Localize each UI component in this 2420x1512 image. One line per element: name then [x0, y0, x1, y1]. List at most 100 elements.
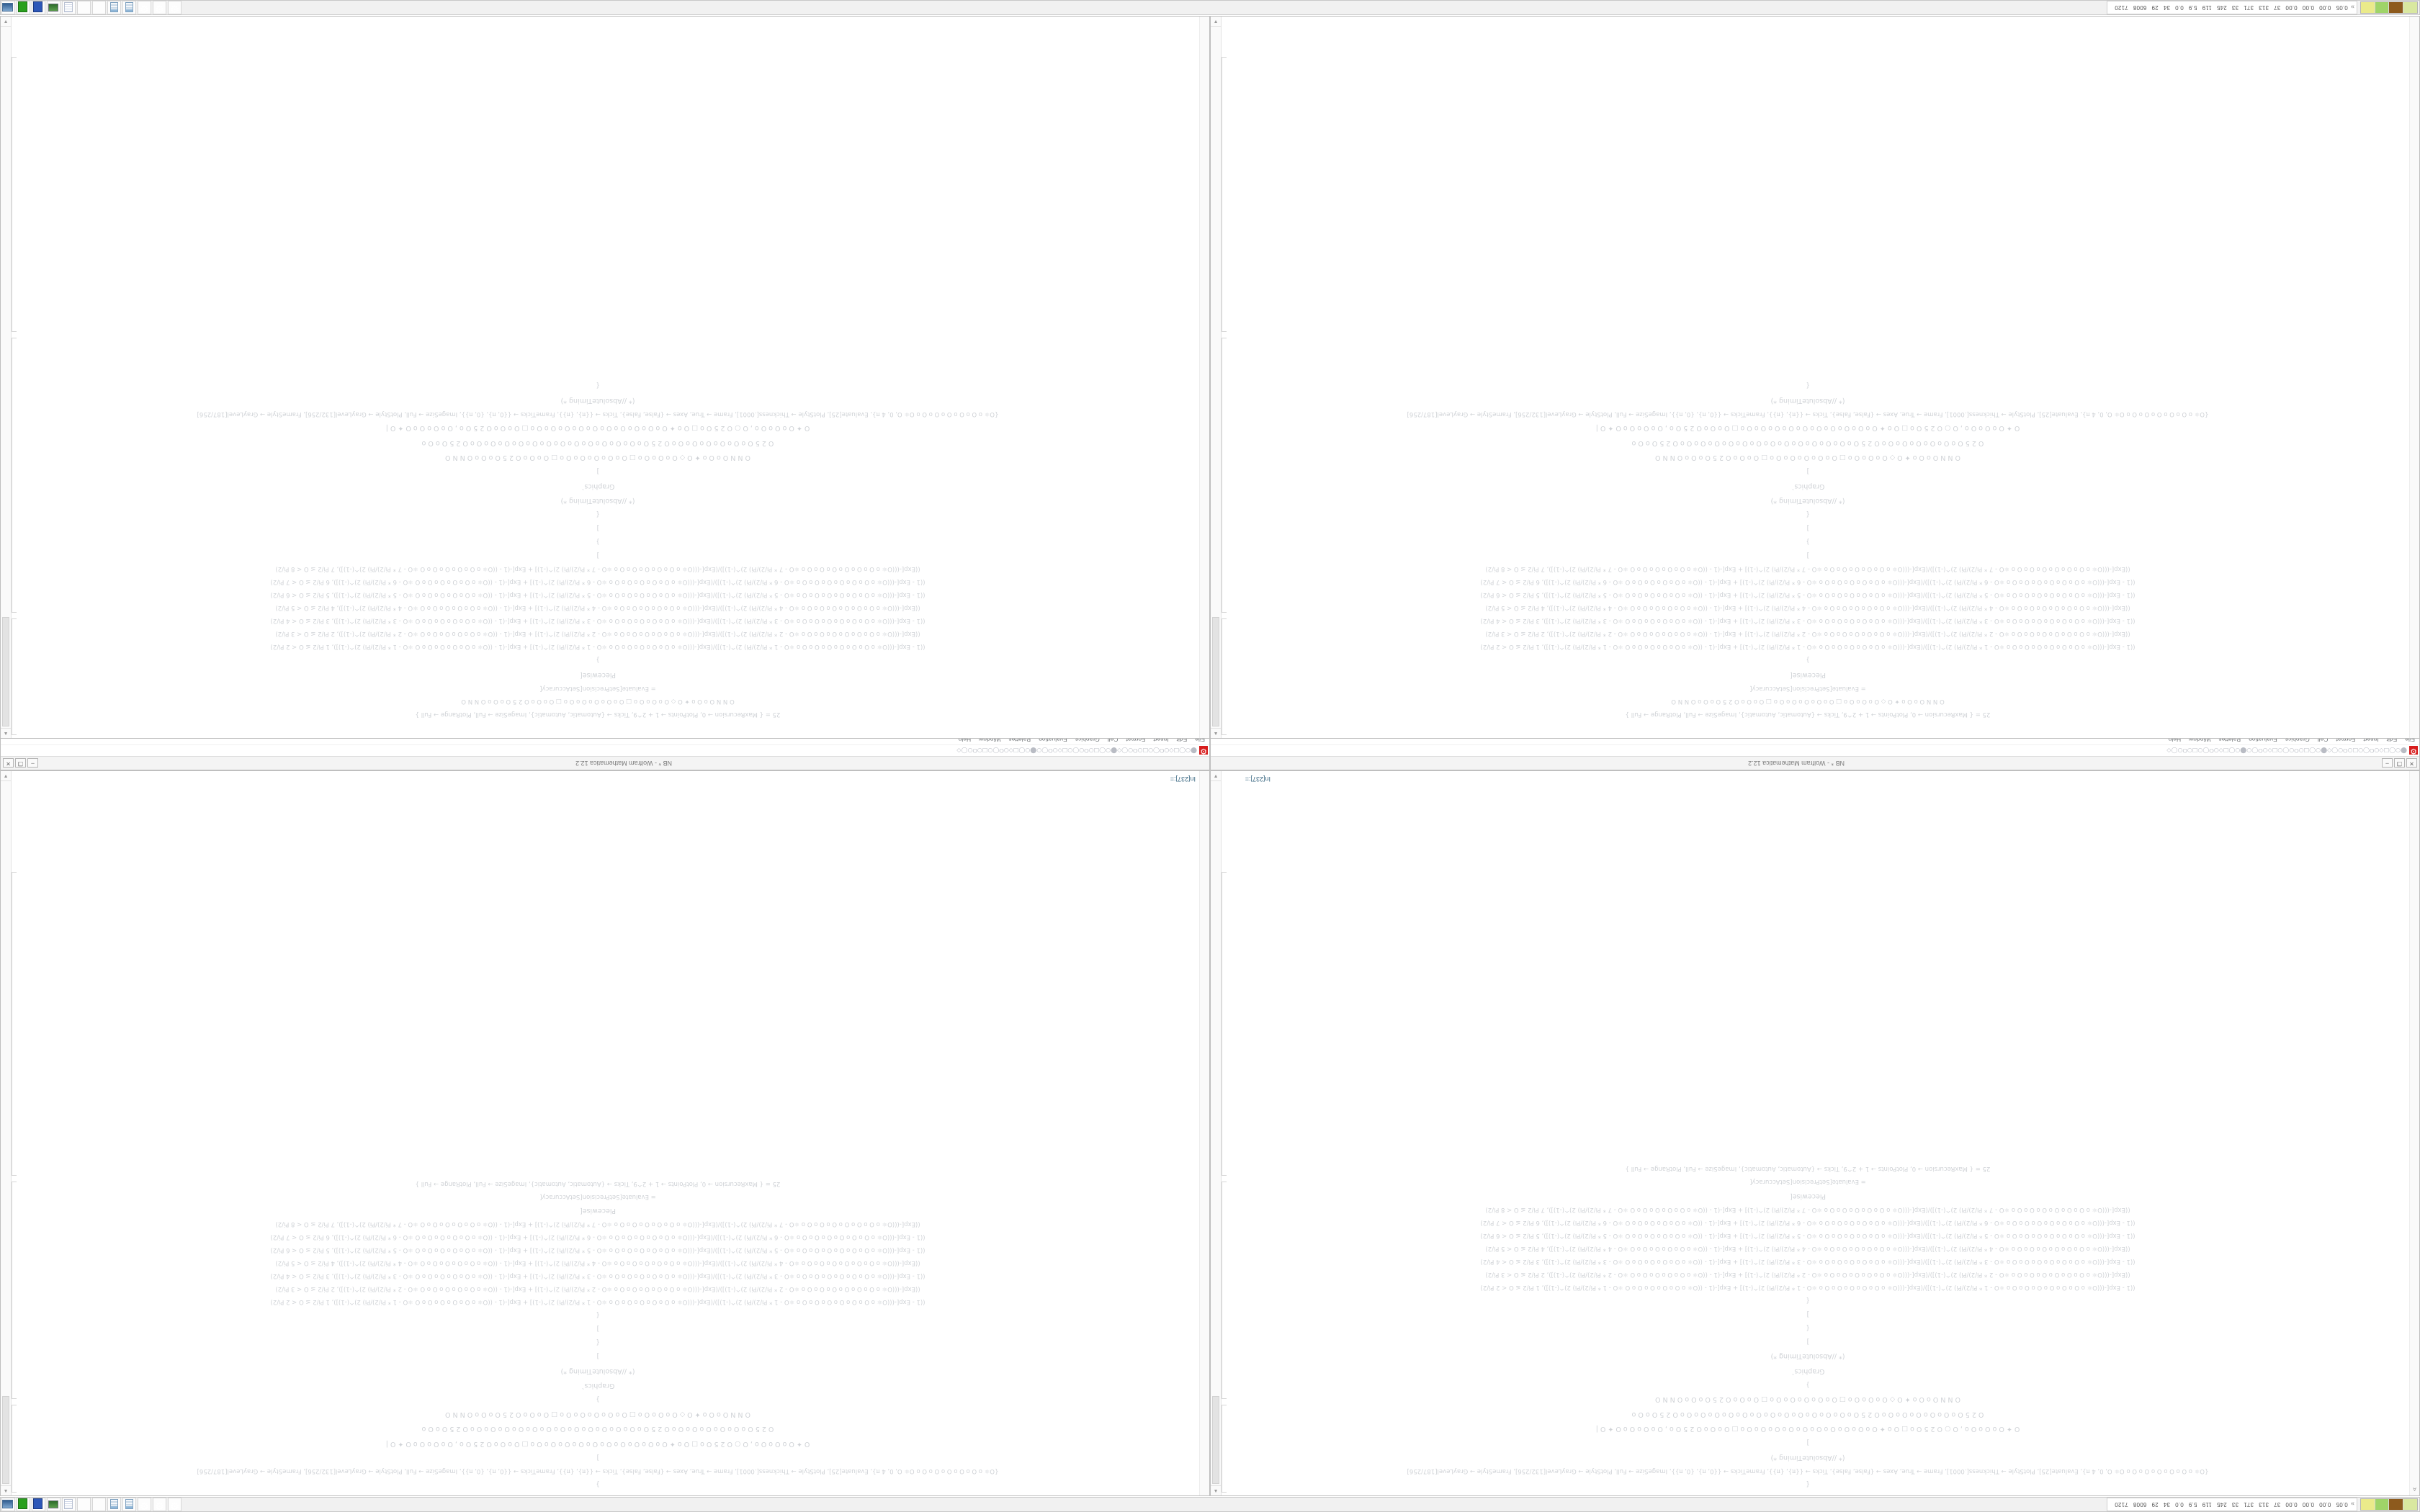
sysmon-value: 0.0	[2174, 1501, 2184, 1508]
notebook-canvas-left-bottom[interactable]: 25 = { MaxRecursion → 0, PlotPoints → 1 …	[1211, 17, 2419, 738]
sysmon-value: 0.00	[2319, 4, 2331, 11]
notebook-window-left-top[interactable]: A { {O⚛ o O o O o O o O o O o O⚛ O, 0, 4…	[1210, 770, 2420, 1496]
browser-icon-purple[interactable]	[92, 1498, 106, 1511]
gear-icon-1[interactable]	[168, 1498, 182, 1511]
sysmon-value: 0.0	[2174, 4, 2184, 11]
notebook-window-right-top[interactable]: } {O⚛ o O o O o O o O o O o O⚛ O, 0, 4 π…	[0, 770, 1210, 1496]
notebook-canvas-right-top[interactable]: } {O⚛ o O o O o O o O o O o O⚛ O, 0, 4 π…	[1, 771, 1209, 1495]
scroll-down-arrow[interactable]: ▼	[1211, 17, 1221, 27]
minimize-button[interactable]: –	[2382, 758, 2393, 768]
sysmon-value: 0.00	[2302, 1501, 2315, 1508]
calculator-icon-2[interactable]	[107, 1498, 121, 1511]
close-button[interactable]: ✕	[2406, 758, 2417, 768]
gear-icon-3[interactable]	[138, 1, 151, 14]
gear-icon-toolbar[interactable]	[1199, 746, 1208, 755]
gear-icon-1[interactable]	[168, 1, 182, 14]
window-buttons-left[interactable]: ✕ ❐ –	[2382, 758, 2419, 768]
save-disk-icon-green[interactable]	[17, 1, 30, 14]
notebook-chrome-left[interactable]: ✕ ❐ – NB * - Wolfram Mathematica 12.2 ⬤○…	[1210, 734, 2420, 770]
piecewise-row: ((1 - Exp[-(((O⚛ o O o O o O o O o O o O…	[270, 591, 926, 599]
notebook-canvas-left-top[interactable]: A { {O⚛ o O o O o O o O o O o O⚛ O, 0, 4…	[1211, 771, 2419, 1495]
piecewise-row: ((1 - Exp[-(((O⚛ o O o O o O o O o O o O…	[270, 1246, 926, 1254]
workspace-pager-bottom[interactable]	[2360, 1, 2418, 14]
workspace-4[interactable]	[2361, 1499, 2375, 1510]
workspace-3[interactable]	[2374, 2, 2389, 13]
chevron-double-icon[interactable]: »	[2350, 1500, 2354, 1508]
vertical-scrollbar-right-bottom[interactable]: ▲ ▼	[1, 17, 12, 738]
calculator-icon-1[interactable]	[122, 1498, 136, 1511]
titlebar-right[interactable]: NB * - Wolfram Mathematica 12.2 – ❐ ✕	[1, 756, 1209, 770]
sysmon-value: 34	[2163, 1501, 2170, 1508]
code-brace: ]	[596, 1325, 599, 1333]
firefox-icon[interactable]	[77, 1, 91, 14]
scrollbar-thumb[interactable]	[1212, 617, 1219, 726]
code-brace: ]	[596, 552, 599, 560]
scroll-down-arrow[interactable]: ▼	[1211, 771, 1221, 781]
cell-brackets-right-top[interactable]	[12, 774, 18, 1493]
toolbar-right[interactable]: ⬤○◯□◇○⭘◯○□○⭘○◯◇⬤○◯□○⭘○◯○□◇○⭘◯○⬤○◯□◇○⭘◯○□…	[1, 744, 1209, 756]
vertical-scrollbar-left-bottom[interactable]: ▲ ▼	[1211, 17, 1222, 738]
notebook-window-right-bottom[interactable]: 25 = { MaxRecursion → 0, PlotPoints → 1 …	[0, 16, 1210, 739]
scrollbar-thumb[interactable]	[2, 617, 9, 726]
save-disk-icon-blue[interactable]	[32, 1498, 45, 1511]
taskbar-bottom[interactable]: » 0.05 0.00 0.00 0.00 37 313 371 33 245 …	[0, 0, 2420, 15]
firefox-icon[interactable]	[77, 1498, 91, 1511]
scrollbar-thumb[interactable]	[1212, 1396, 1219, 1484]
restore-button[interactable]: ❐	[15, 758, 26, 768]
gear-icon-3[interactable]	[138, 1498, 151, 1511]
piecewise-label: Piecewise[	[1790, 1192, 1826, 1200]
scroll-up-arrow[interactable]: ▲	[1, 728, 11, 738]
close-button[interactable]: ✕	[3, 758, 14, 768]
cell-column-right-bottom: 25 = { MaxRecursion → 0, PlotPoints → 1 …	[1, 377, 1209, 739]
vertical-scrollbar-left-top[interactable]: ▲ ▼	[1211, 771, 1222, 1495]
screenshot-icon[interactable]	[1, 1498, 15, 1511]
calculator-icon-2[interactable]	[107, 1, 121, 14]
scroll-up-arrow[interactable]: ▲	[1211, 728, 1221, 738]
scroll-down-arrow[interactable]: ▼	[1, 17, 11, 27]
notebook-canvas-right-bottom[interactable]: 25 = { MaxRecursion → 0, PlotPoints → 1 …	[1, 17, 1209, 738]
cell-brackets-left-bottom[interactable]	[1222, 19, 1228, 735]
notepad-icon[interactable]	[62, 1, 76, 14]
piecewise-row: ((1 - Exp[-(((O⚛ o O o O o O o O o O o O…	[270, 617, 926, 625]
vertical-scrollbar-right-top[interactable]: ▲ ▼	[1, 771, 12, 1495]
toolbar-left[interactable]: ⬤○◯□◇○⭘◯○□○⭘○◯◇⬤○◯□○⭘○◯○□◇○⭘◯○⬤○◯□◇○⭘◯○□…	[1211, 744, 2419, 756]
chevron-double-icon[interactable]: »	[2350, 4, 2354, 12]
piecewise-row: ((Exp[-(((O⚛ o O o O o O o O o O o O o ⚛…	[1485, 630, 2130, 638]
workspace-3[interactable]	[2374, 1499, 2389, 1510]
scrollbar-thumb[interactable]	[2, 1396, 9, 1484]
scroll-up-arrow[interactable]: ▲	[1, 1485, 11, 1495]
display-settings-icon[interactable]	[47, 1, 60, 14]
workspace-1[interactable]	[2403, 1499, 2417, 1510]
scroll-up-arrow[interactable]: ▲	[1211, 1485, 1221, 1495]
notebook-window-left-bottom[interactable]: 25 = { MaxRecursion → 0, PlotPoints → 1 …	[1210, 16, 2420, 739]
workspace-2[interactable]	[2388, 2, 2403, 13]
piecewise-row: ((Exp[-(((O⚛ o O o O o O o O o O o O o ⚛…	[1485, 1271, 2130, 1278]
minimize-button[interactable]: –	[27, 758, 38, 768]
workspace-1[interactable]	[2403, 2, 2417, 13]
notebook-chrome-right[interactable]: NB * - Wolfram Mathematica 12.2 – ❐ ✕ ⬤○…	[0, 734, 1210, 770]
gear-icon-toolbar[interactable]	[2409, 746, 2418, 755]
calculator-icon-1[interactable]	[122, 1, 136, 14]
sysmon-value: 6008	[2133, 1501, 2147, 1508]
titlebar-left[interactable]: ✕ ❐ – NB * - Wolfram Mathematica 12.2	[1211, 756, 2419, 770]
save-disk-icon-green[interactable]	[17, 1498, 30, 1511]
gear-icon-2[interactable]	[153, 1, 166, 14]
cell-brackets-right-bottom[interactable]	[12, 19, 18, 735]
restore-button[interactable]: ❐	[2394, 758, 2405, 768]
symbol-row: O Ν N O o O o ✦ O ◇ O o O o O o □ O o O …	[445, 1410, 751, 1418]
cell-brackets-left-top[interactable]	[1222, 774, 1228, 1493]
window-buttons-right[interactable]: – ❐ ✕	[1, 758, 38, 768]
display-settings-icon[interactable]	[47, 1498, 60, 1511]
screenshot-icon[interactable]	[1, 1, 15, 14]
gear-icon-2[interactable]	[153, 1498, 166, 1511]
workspace-pager[interactable]	[2360, 1498, 2418, 1511]
taskbar-top[interactable]: » 0.05 0.00 0.00 0.00 37 313 371 33 245 …	[0, 1497, 2420, 1512]
workspace-2[interactable]	[2388, 1499, 2403, 1510]
piecewise-row: ((1 - Exp[-(((O⚛ o O o O o O o O o O o O…	[1480, 1258, 2136, 1265]
browser-icon-purple[interactable]	[92, 1, 106, 14]
notepad-icon[interactable]	[62, 1498, 76, 1511]
scroll-down-arrow[interactable]: ▼	[1, 771, 11, 781]
symbol-row: O Ν N O o O o ✦ O ◇ O o O o O o □ O o O …	[1655, 1395, 1961, 1404]
save-disk-icon-blue[interactable]	[32, 1, 45, 14]
workspace-4[interactable]	[2361, 2, 2375, 13]
